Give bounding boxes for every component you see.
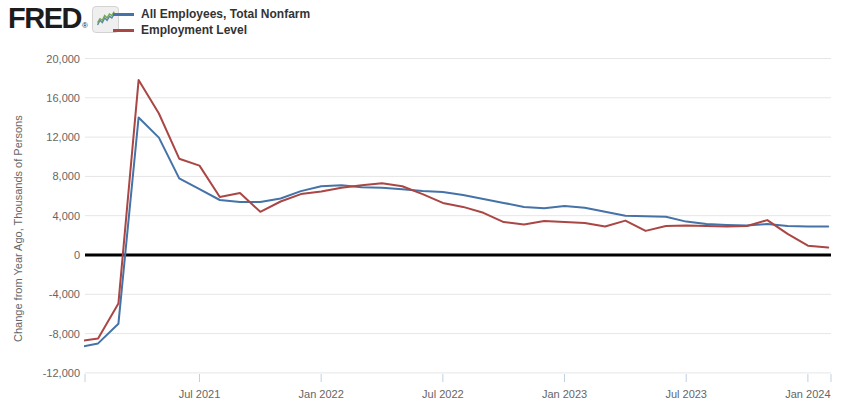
x-tick-label: Jan 2023 xyxy=(542,388,587,400)
x-tick-label: Jan 2022 xyxy=(299,388,344,400)
y-tick-label: 4,000 xyxy=(52,210,80,222)
y-tick-label: 12,000 xyxy=(46,131,80,143)
x-tick-label: Jul 2022 xyxy=(422,388,464,400)
y-tick-label: -8,000 xyxy=(49,328,80,340)
x-tick-label: Jul 2021 xyxy=(179,388,221,400)
y-tick-label: -12,000 xyxy=(43,367,80,379)
x-tick-label: Jan 2024 xyxy=(785,388,830,400)
y-tick-label: -4,000 xyxy=(49,288,80,300)
fred-chart-frame: FRED ® All Employees, Total Nonfarm Empl… xyxy=(0,0,850,409)
chart-plot-area[interactable]: 20,000 16,000 12,000 8,000 4,000 0 -4,000 -8,00… xyxy=(0,0,850,409)
y-tick-label: 0 xyxy=(74,249,80,261)
series-line-nonfarm[interactable] xyxy=(78,118,828,348)
y-tick-label: 8,000 xyxy=(52,170,80,182)
y-tick-label: 20,000 xyxy=(46,53,80,65)
x-tick-label: Jul 2023 xyxy=(665,388,707,400)
series-line-employment[interactable] xyxy=(78,80,828,341)
y-tick-label: 16,000 xyxy=(46,92,80,104)
